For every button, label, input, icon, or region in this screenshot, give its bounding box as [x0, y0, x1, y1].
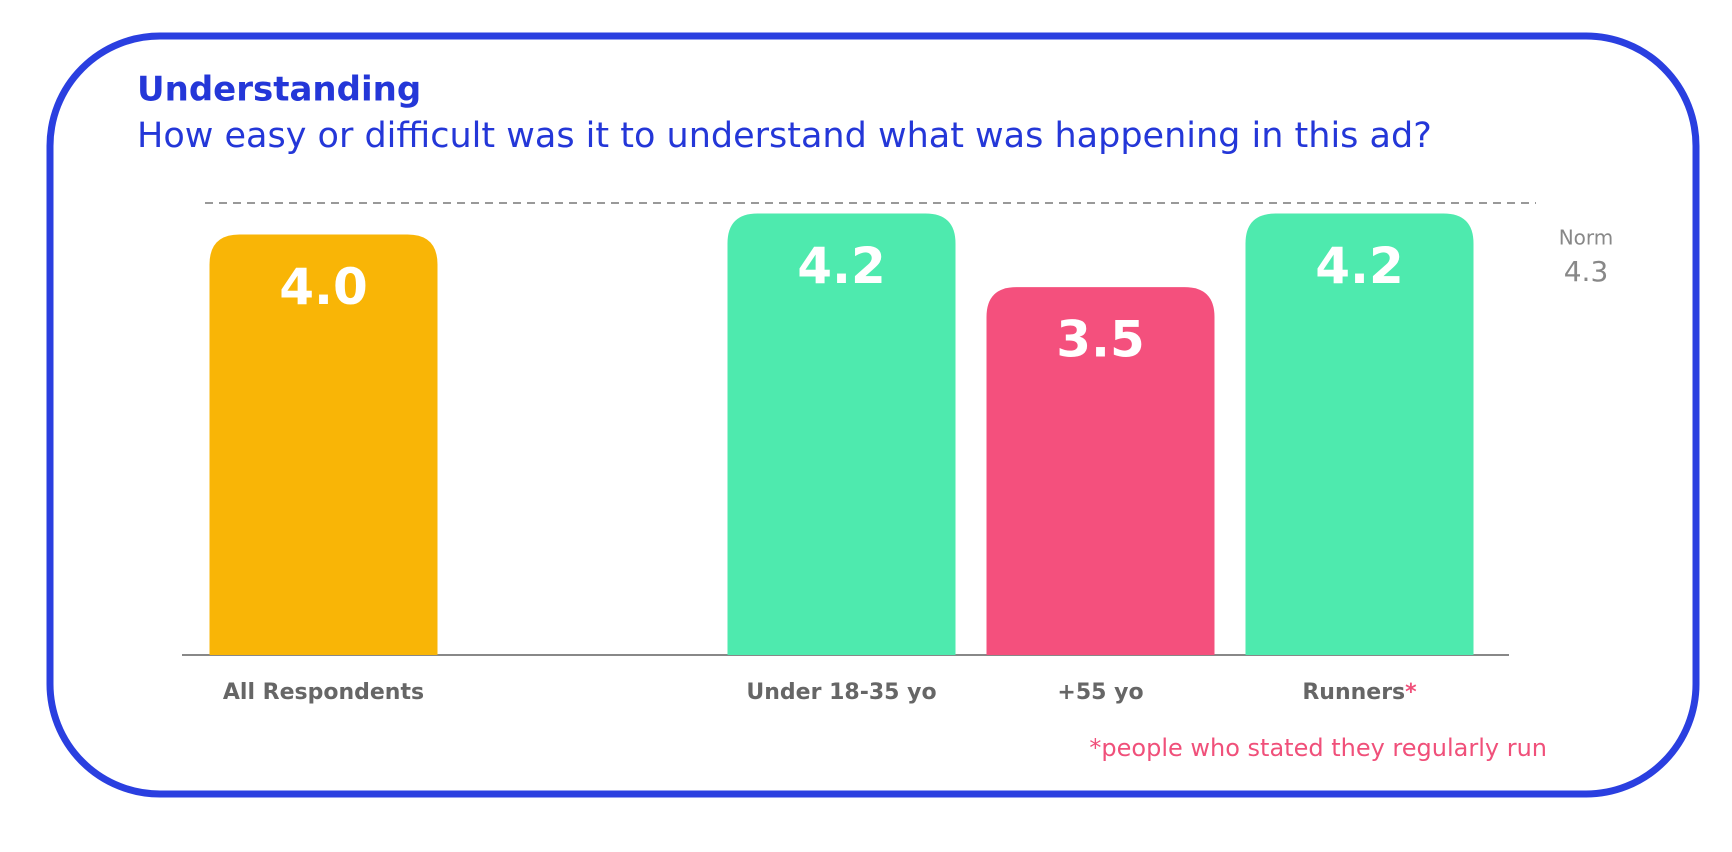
- value-label: 4.2: [797, 237, 886, 295]
- bar: [1245, 213, 1474, 655]
- value-label: 4.0: [279, 258, 368, 316]
- x-tick-label: All Respondents: [223, 680, 424, 705]
- category-name: Runners: [1302, 680, 1405, 705]
- footnote-marker: *: [1089, 734, 1101, 762]
- bar: [727, 213, 956, 655]
- chart-title: Understanding: [137, 70, 421, 110]
- bar: [209, 234, 438, 655]
- footnote: *people who stated they regularly run: [1089, 734, 1547, 762]
- value-label: 3.5: [1056, 311, 1145, 369]
- x-tick-label: +55 yo: [1057, 680, 1143, 705]
- footnote-marker: *: [1405, 680, 1417, 705]
- norm-value: 4.3: [1564, 255, 1609, 288]
- chart-subtitle: How easy or difficult was it to understa…: [137, 116, 1432, 156]
- category-name: Under 18-35 yo: [746, 680, 936, 705]
- x-tick-label: Runners*: [1302, 680, 1417, 705]
- x-tick-label: Under 18-35 yo: [746, 680, 936, 705]
- footnote-text: people who stated they regularly run: [1101, 734, 1547, 762]
- value-label: 4.2: [1315, 237, 1404, 295]
- category-name: All Respondents: [223, 680, 424, 705]
- bar: [986, 287, 1215, 655]
- category-name: +55 yo: [1057, 680, 1143, 705]
- norm-label: Norm: [1559, 226, 1614, 250]
